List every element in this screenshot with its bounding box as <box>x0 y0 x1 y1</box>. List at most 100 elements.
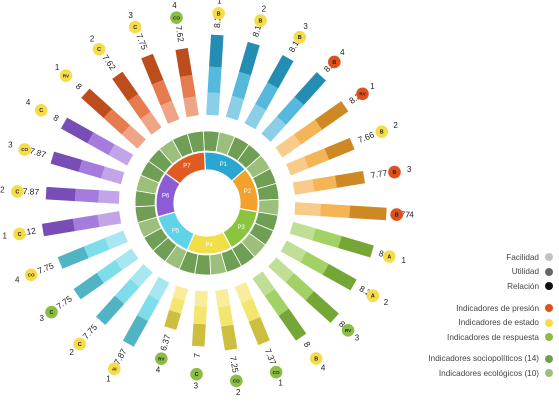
bar-segment <box>97 211 122 228</box>
badge-label: CO <box>273 370 280 375</box>
indicator-number: 4 <box>409 211 414 220</box>
badge-circle <box>107 362 121 376</box>
indicator-number: 1 <box>106 374 111 383</box>
badge-circle <box>328 55 341 69</box>
bar <box>275 101 349 158</box>
bar-segment <box>81 88 113 119</box>
bar-segment <box>300 251 329 275</box>
value-label: 7.62 <box>100 53 118 73</box>
bar-segment <box>314 101 349 130</box>
principle-label: P7 <box>183 164 191 170</box>
bar-segment <box>193 305 207 325</box>
badge-label: RV <box>158 356 165 361</box>
bar-segment <box>83 237 110 259</box>
bar-segment <box>140 111 162 135</box>
bar <box>41 211 122 237</box>
ring-layer: P1 P2 P3 P4 P5 P6 P7 <box>134 130 280 276</box>
bar-segment <box>280 240 307 263</box>
legend-label: Utilidad <box>511 267 539 277</box>
bar-segment <box>50 151 83 172</box>
badge-label: A <box>387 254 391 260</box>
bar <box>57 230 128 269</box>
badge-circle <box>269 365 283 379</box>
badge-label: CO <box>173 15 180 20</box>
legend-item: Indicadores de presión <box>378 301 553 316</box>
indicator-number: 2 <box>262 4 267 13</box>
bar-segment <box>130 264 153 288</box>
bar <box>225 41 260 121</box>
bar <box>60 117 134 166</box>
badge-label: C <box>18 232 22 238</box>
badge-circle <box>34 103 48 117</box>
value-label: 7.62 <box>174 25 187 43</box>
bar-segment <box>114 278 140 305</box>
indicator-number: 3 <box>8 140 13 149</box>
badge-circle <box>356 87 369 101</box>
bar-segment <box>278 308 307 341</box>
indicator-number: 2 <box>69 348 74 357</box>
bar-segment <box>293 119 323 145</box>
badge-circle <box>11 185 24 198</box>
bar-segment <box>231 71 251 100</box>
bar-segment <box>276 96 304 125</box>
bar-segment <box>320 203 351 218</box>
value-label: 7.37 <box>263 347 279 366</box>
legend-item: Indicadores de respuesta <box>378 330 553 345</box>
badge-circle <box>254 14 267 27</box>
bar-segment <box>215 288 231 308</box>
bar <box>141 53 180 124</box>
bar-segment <box>221 324 238 351</box>
bar <box>244 54 294 130</box>
badge-label: A <box>371 294 375 300</box>
bar-segment <box>312 175 337 192</box>
bar <box>206 34 224 116</box>
badge-circle <box>13 227 26 241</box>
legend-label: Relación <box>507 281 539 291</box>
badge-label: AI <box>112 367 117 372</box>
bar-segment <box>96 259 123 284</box>
bar <box>96 264 153 326</box>
badge-circle <box>366 289 380 303</box>
value-label: 7.87 <box>29 145 48 159</box>
value-label: 8 <box>302 340 313 350</box>
bar-segment <box>206 92 220 116</box>
bar-segment <box>207 66 222 94</box>
indicator-number: 1 <box>401 256 406 265</box>
bar <box>192 290 208 347</box>
indicator-number: 3 <box>128 11 133 20</box>
bar-segment <box>294 202 321 217</box>
legend: Facilidad Utilidad Relación Indicadores … <box>378 250 553 381</box>
bar-segment <box>160 100 180 124</box>
bar-segment <box>60 117 94 144</box>
bar-segment <box>225 95 244 121</box>
bar-segment <box>78 159 105 179</box>
principle-label: P2 <box>244 189 252 195</box>
legend-swatch <box>545 267 553 276</box>
legend-label: Facilidad <box>506 252 539 262</box>
bar-segment <box>183 96 199 118</box>
indicator-number: 1 <box>370 82 375 91</box>
center-hole <box>174 170 240 236</box>
indicator-number: 3 <box>303 22 308 31</box>
legend-item: Facilidad <box>378 250 553 265</box>
badge-circle <box>230 374 243 388</box>
legend-swatch <box>545 354 553 363</box>
bar <box>234 282 270 346</box>
bar-segment <box>234 282 253 304</box>
bar-segment <box>322 263 357 291</box>
badge-circle <box>190 367 203 381</box>
bar-segment <box>121 125 146 149</box>
badge-label: B <box>259 19 263 25</box>
bar-segment <box>244 104 267 130</box>
bar-segment <box>286 156 309 176</box>
indicator-number: 4 <box>340 48 345 57</box>
bar-segment <box>324 137 355 160</box>
indicator-number: 3 <box>355 333 360 342</box>
badge-label: CO <box>28 273 35 278</box>
badge-circle <box>155 352 168 365</box>
bar-segment <box>169 297 185 314</box>
bar <box>280 240 357 291</box>
badge-label: C <box>195 372 199 378</box>
bar-segment <box>172 285 189 301</box>
